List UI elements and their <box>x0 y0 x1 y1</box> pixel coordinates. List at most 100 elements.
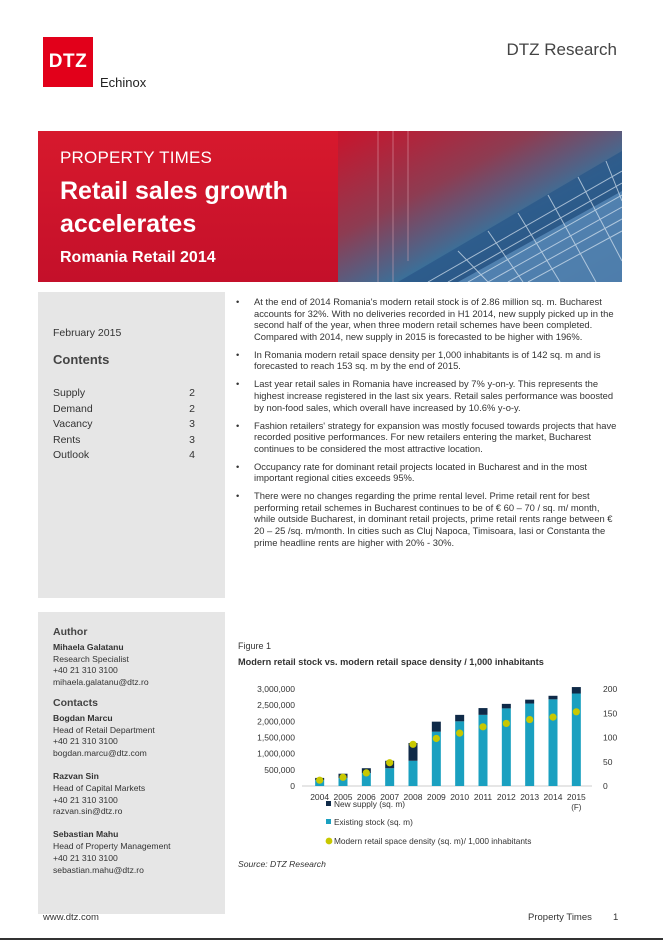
x-tick-label: 2004 <box>310 792 329 802</box>
hero-banner: PROPERTY TIMES Retail sales growth accel… <box>38 131 622 282</box>
author-phone: +40 21 310 3100 <box>53 665 118 676</box>
author-heading: Author <box>53 626 88 638</box>
new-supply-bar <box>408 742 418 761</box>
banner-subtitle: Romania Retail 2014 <box>60 249 216 266</box>
density-point <box>432 734 440 743</box>
y-left-tick-label: 0 <box>290 781 295 791</box>
contact-name: Sebastian Mahu <box>53 829 119 840</box>
page-title: Retail sales growth accelerates <box>60 177 288 238</box>
contact-phone: +40 21 310 3100 <box>53 736 118 747</box>
summary-bullets: • At the end of 2014 Romania's modern ret… <box>236 296 620 555</box>
x-tick-label: 2005 <box>334 792 353 802</box>
x-tick-label: 2007 <box>380 792 399 802</box>
dtz-logo: DTZ <box>43 37 93 87</box>
x-tick-note: (F) <box>571 803 582 812</box>
density-point <box>456 729 464 737</box>
toc-page: 2 <box>189 402 195 415</box>
contacts-heading: Contacts <box>53 697 98 709</box>
figure-source: Source: DTZ Research <box>238 859 326 869</box>
contact-email[interactable]: bogdan.marcu@dtz.com <box>53 748 147 759</box>
toc-item[interactable]: Supply 2 <box>53 387 195 403</box>
y-left-tick-label: 2,500,000 <box>257 700 295 710</box>
contents-heading: Contents <box>53 352 110 367</box>
bullet-icon: • <box>236 348 240 360</box>
density-point <box>526 715 534 724</box>
existing-stock-bar <box>385 768 395 786</box>
figure-title: Modern retail stock vs. modern retail sp… <box>238 657 544 667</box>
x-tick-label: 2013 <box>520 792 539 802</box>
legend-marker-existing-stock <box>326 819 331 824</box>
toc-label: Outlook <box>53 449 90 462</box>
y-left-tick-label: 2,000,000 <box>257 716 295 726</box>
existing-stock-bar <box>525 703 535 786</box>
x-tick-label: 2010 <box>450 792 469 802</box>
toc-label: Rents <box>53 433 81 446</box>
x-tick-label: 2008 <box>404 792 423 802</box>
new-supply-bar <box>455 714 465 722</box>
contact-phone: +40 21 310 3100 <box>53 852 118 863</box>
toc-page: 3 <box>189 418 195 431</box>
toc-label: Vacancy <box>53 418 93 431</box>
contact-card: Sebastian Mahu Head of Property Manageme… <box>53 829 171 876</box>
contact-role: Head of Retail Department <box>53 724 155 735</box>
logo-subtitle: Echinox <box>100 75 147 90</box>
toc-label: Supply <box>53 387 86 399</box>
x-tick-label: 2015 <box>567 792 586 802</box>
toc-item[interactable]: Rents 3 <box>53 434 195 450</box>
y-right-tick-label: 200 <box>603 684 617 694</box>
contact-email[interactable]: sebastian.mahu@dtz.ro <box>53 864 144 875</box>
bullet-icon: • <box>236 490 240 502</box>
bullet-item: • At the end of 2014 Romania's modern ret… <box>236 296 620 342</box>
bullet-icon: • <box>236 419 240 431</box>
existing-stock-bar <box>408 760 418 786</box>
bullet-icon: • <box>236 296 240 307</box>
bullet-item: • Occupancy rate for dominant retail proj… <box>236 461 620 484</box>
density-point <box>502 719 510 728</box>
bullet-text: In Romania modern retail space density p… <box>254 348 601 372</box>
toc-page: 3 <box>189 433 195 446</box>
contact-phone: +40 21 310 3100 <box>53 794 118 805</box>
new-supply-bar <box>431 721 441 732</box>
toc-page: 2 <box>189 387 195 399</box>
contact-card: Bogdan Marcu Head of Retail Department +… <box>53 713 171 760</box>
footer-url[interactable]: www.dtz.com <box>43 912 99 923</box>
legend-marker-density <box>325 837 333 845</box>
toc-item[interactable]: Demand 2 <box>53 403 195 419</box>
bullet-text: Fashion retailers' strategy for expansio… <box>254 419 617 454</box>
density-point <box>386 759 394 767</box>
bullet-text: There were no changes regarding the prim… <box>254 490 613 548</box>
density-point <box>572 708 580 716</box>
density-point <box>362 769 370 777</box>
y-right-tick-label: 150 <box>603 708 617 718</box>
author-email[interactable]: mihaela.galatanu@dtz.ro <box>53 677 149 688</box>
contact-name: Bogdan Marcu <box>53 712 113 723</box>
page-number: 1 <box>613 912 619 923</box>
bullet-text: At the end of 2014 Romania's modern reta… <box>254 296 614 342</box>
y-left-tick-label: 500,000 <box>264 765 295 775</box>
existing-stock-bar <box>501 708 511 786</box>
existing-stock-bar <box>361 773 371 786</box>
footer-label: Property Times <box>528 912 592 923</box>
new-supply-bar <box>571 687 581 694</box>
bullet-item: • There were no changes regarding the pri… <box>236 490 620 548</box>
bullet-icon: • <box>236 460 240 472</box>
banner-red-panel <box>38 131 378 282</box>
legend-label: Modern retail space density (sq. m)/ 1,0… <box>334 836 531 846</box>
bullet-item: • In Romania modern retail space density … <box>236 349 620 372</box>
y-right-tick-label: 0 <box>603 781 608 791</box>
author-role: Research Specialist <box>53 653 129 664</box>
bullet-text: Last year retail sales in Romania have i… <box>254 378 614 413</box>
existing-stock-bar <box>571 693 581 786</box>
density-point <box>479 723 487 731</box>
contact-email[interactable]: razvan.sin@dtz.ro <box>53 806 123 817</box>
toc-item[interactable]: Outlook 4 <box>53 449 195 465</box>
y-left-tick-label: 3,000,000 <box>257 684 295 694</box>
x-tick-label: 2011 <box>474 792 493 802</box>
toc-item[interactable]: Vacancy 3 <box>53 418 195 434</box>
contact-card: Razvan Sin Head of Capital Markets +40 2… <box>53 771 171 818</box>
x-tick-label: 2006 <box>357 792 376 802</box>
sidebar-divider <box>38 598 225 612</box>
figure-label: Figure 1 <box>238 641 272 651</box>
density-point <box>409 740 417 748</box>
banner-kicker: PROPERTY TIMES <box>60 148 213 167</box>
